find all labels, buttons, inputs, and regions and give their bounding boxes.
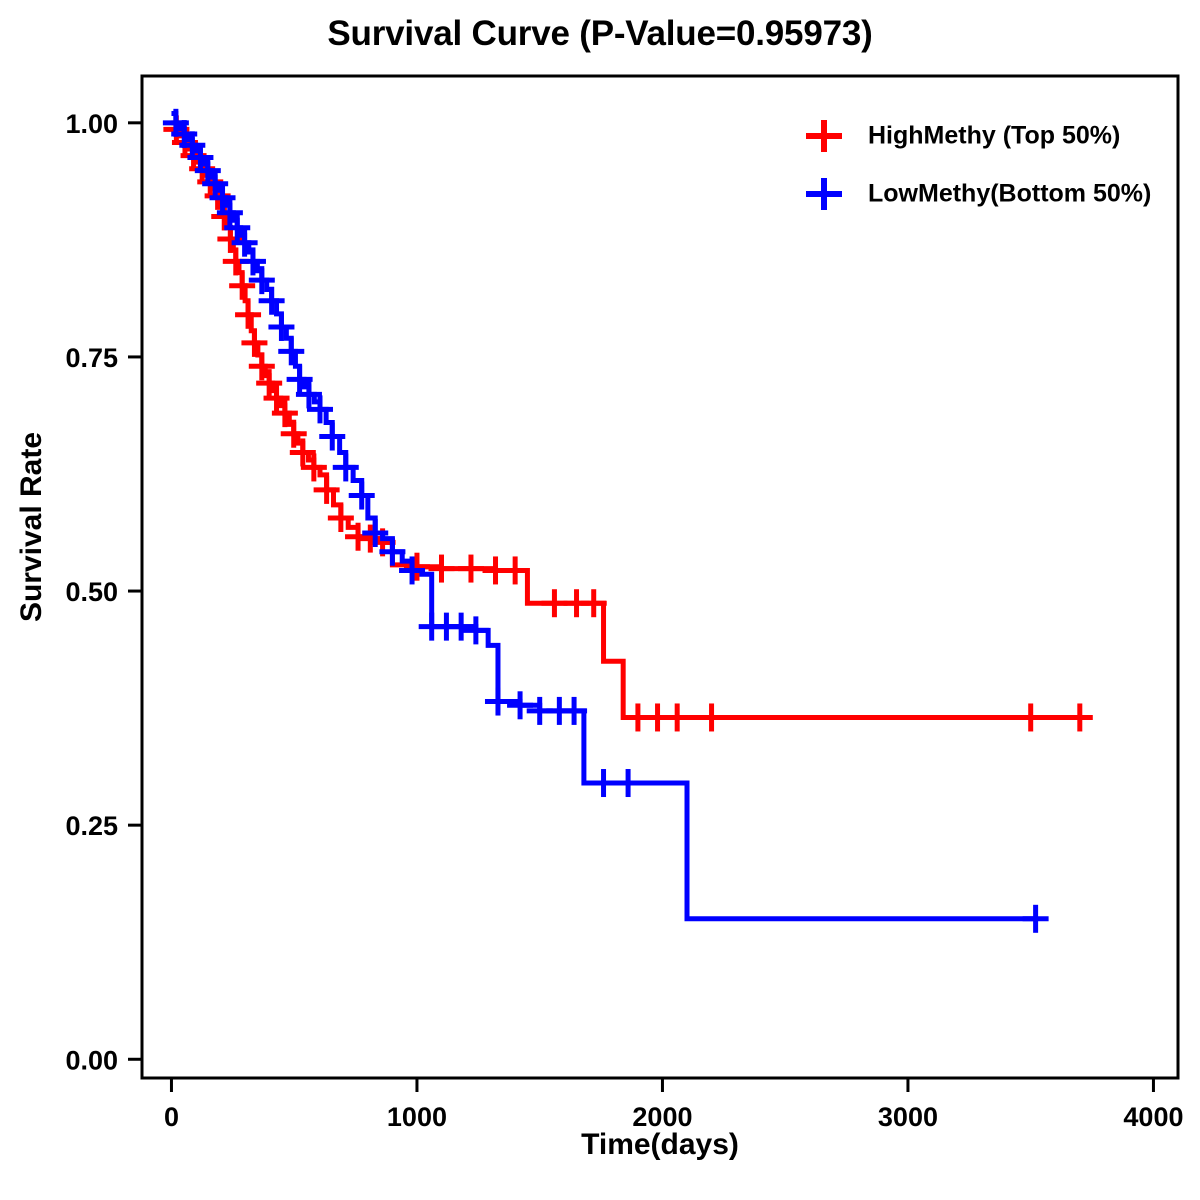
legend-item[interactable]: LowMethy(Bottom 50%) [806, 178, 1151, 210]
y-tick-label: 0.25 [65, 811, 118, 841]
page-title: Survival Curve (P-Value=0.95973) [327, 14, 873, 53]
x-tick-label: 4000 [1123, 1102, 1183, 1132]
legend-label: HighMethy (Top 50%) [868, 122, 1120, 150]
legend-item[interactable]: HighMethy (Top 50%) [806, 120, 1120, 152]
series-layer [162, 108, 1093, 933]
y-axis-ticks: 0.00 0.25 0.50 0.75 1.00 [65, 109, 142, 1075]
x-tick-label: 0 [164, 1102, 179, 1132]
series-low-methy [162, 108, 1049, 933]
y-tick-label: 0.75 [65, 343, 118, 373]
plot-background [142, 76, 1178, 1078]
y-tick-label: 1.00 [65, 109, 118, 139]
x-tick-label: 1000 [387, 1102, 447, 1132]
y-tick-label: 0.50 [65, 577, 118, 607]
legend-label: LowMethy(Bottom 50%) [868, 180, 1151, 208]
x-tick-label: 3000 [878, 1102, 938, 1132]
x-tick-label: 2000 [632, 1102, 692, 1132]
y-tick-label: 0.00 [65, 1045, 118, 1075]
x-axis-ticks: 0 1000 2000 3000 4000 [164, 1078, 1183, 1132]
plot-frame [140, 74, 1180, 1080]
chart-legend: HighMethy (Top 50%) LowMethy(Bottom 50%) [806, 120, 1151, 210]
x-axis-label: Time(days) [581, 1128, 739, 1161]
